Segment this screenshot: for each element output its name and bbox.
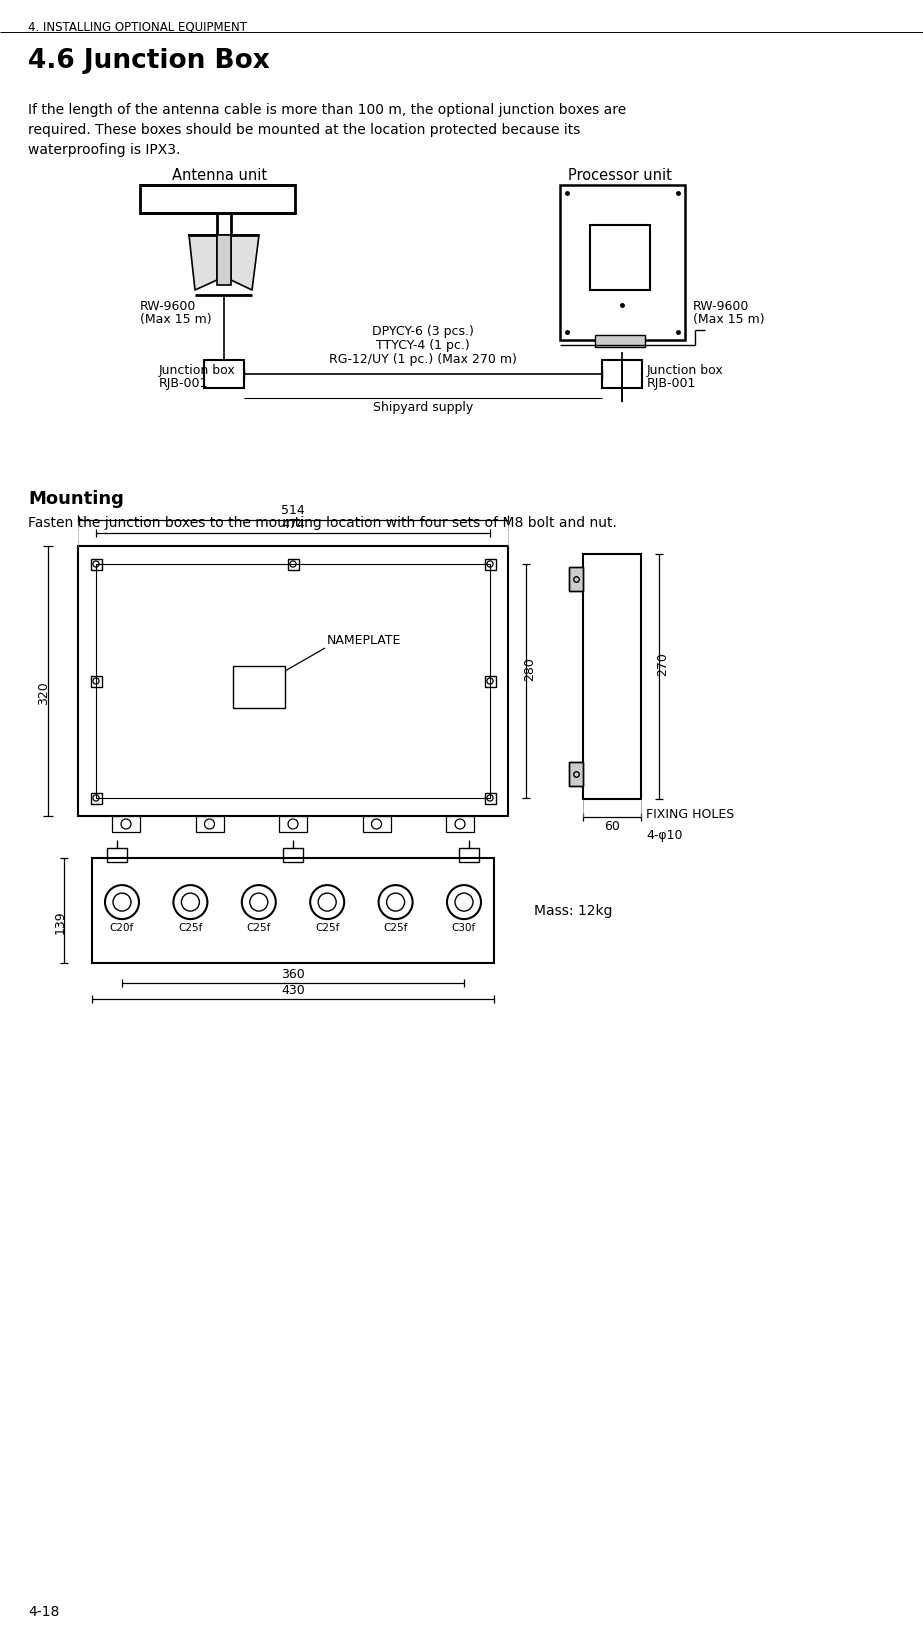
Bar <box>363 816 390 832</box>
Bar <box>602 361 642 388</box>
Bar <box>583 553 641 800</box>
Text: C25f: C25f <box>383 924 408 934</box>
Bar <box>90 676 102 687</box>
Bar <box>287 558 298 570</box>
Bar <box>485 676 496 687</box>
Text: C25f: C25f <box>178 924 202 934</box>
Text: 430: 430 <box>282 984 305 997</box>
Text: 139: 139 <box>54 911 66 934</box>
Text: C20f: C20f <box>110 924 134 934</box>
Bar <box>90 558 102 570</box>
Bar <box>92 858 494 963</box>
Text: 4-18: 4-18 <box>28 1604 59 1619</box>
Bar <box>569 762 583 787</box>
Bar <box>485 558 496 570</box>
Bar <box>217 235 231 286</box>
Bar <box>96 565 490 798</box>
Text: NAMEPLATE: NAMEPLATE <box>327 633 402 646</box>
Text: Mass: 12kg: Mass: 12kg <box>534 904 613 917</box>
Bar <box>78 547 508 816</box>
Text: 4.6 Junction Box: 4.6 Junction Box <box>28 47 270 73</box>
Polygon shape <box>231 235 259 290</box>
Bar <box>196 816 223 832</box>
Text: RJB-001: RJB-001 <box>647 377 696 390</box>
Bar <box>233 666 285 708</box>
Text: 514: 514 <box>282 504 305 517</box>
Text: 270: 270 <box>656 653 669 677</box>
Text: RW-9600: RW-9600 <box>693 300 749 313</box>
Bar <box>90 793 102 803</box>
Text: DPYCY-6 (3 pcs.): DPYCY-6 (3 pcs.) <box>372 325 473 338</box>
Bar <box>485 793 496 803</box>
Text: Junction box: Junction box <box>647 364 724 377</box>
Text: RJB-001: RJB-001 <box>159 377 209 390</box>
Text: required. These boxes should be mounted at the location protected because its: required. These boxes should be mounted … <box>28 122 581 137</box>
Text: Antenna unit: Antenna unit <box>173 168 268 183</box>
Text: 280: 280 <box>523 658 536 681</box>
Text: (Max 15 m): (Max 15 m) <box>693 313 764 326</box>
Text: 4. INSTALLING OPTIONAL EQUIPMENT: 4. INSTALLING OPTIONAL EQUIPMENT <box>28 20 247 33</box>
Text: Processor unit: Processor unit <box>568 168 672 183</box>
Text: TTYCY-4 (1 pc.): TTYCY-4 (1 pc.) <box>377 339 470 353</box>
Text: C25f: C25f <box>315 924 340 934</box>
Bar <box>569 762 583 787</box>
Text: Mounting: Mounting <box>28 490 124 508</box>
Polygon shape <box>189 235 217 290</box>
Text: RG-12/UY (1 pc.) (Max 270 m): RG-12/UY (1 pc.) (Max 270 m) <box>330 353 517 366</box>
Text: 360: 360 <box>282 968 305 981</box>
Text: Fasten the junction boxes to the mounting location with four sets of M8 bolt and: Fasten the junction boxes to the mountin… <box>28 516 617 530</box>
Bar <box>107 849 127 862</box>
Bar <box>279 816 307 832</box>
Bar <box>569 566 583 591</box>
Bar <box>560 184 685 339</box>
Bar <box>204 361 244 388</box>
Text: Shipyard supply: Shipyard supply <box>373 401 473 415</box>
Text: 320: 320 <box>38 681 51 705</box>
Bar <box>112 816 140 832</box>
Text: 474: 474 <box>282 517 305 530</box>
Text: If the length of the antenna cable is more than 100 m, the optional junction box: If the length of the antenna cable is mo… <box>28 103 626 118</box>
Text: 4-φ10: 4-φ10 <box>646 829 682 842</box>
Text: waterproofing is IPX3.: waterproofing is IPX3. <box>28 144 180 157</box>
Text: RW-9600: RW-9600 <box>140 300 197 313</box>
Bar <box>595 335 645 348</box>
Bar <box>446 816 474 832</box>
Bar <box>283 849 303 862</box>
Bar <box>140 184 295 214</box>
Text: C25f: C25f <box>246 924 271 934</box>
Bar <box>459 849 479 862</box>
Text: C30f: C30f <box>452 924 476 934</box>
Bar <box>590 225 650 290</box>
Text: (Max 15 m): (Max 15 m) <box>140 313 211 326</box>
Text: Junction box: Junction box <box>159 364 235 377</box>
Text: 60: 60 <box>604 819 620 832</box>
Bar <box>569 566 583 591</box>
Text: FIXING HOLES: FIXING HOLES <box>646 808 735 821</box>
